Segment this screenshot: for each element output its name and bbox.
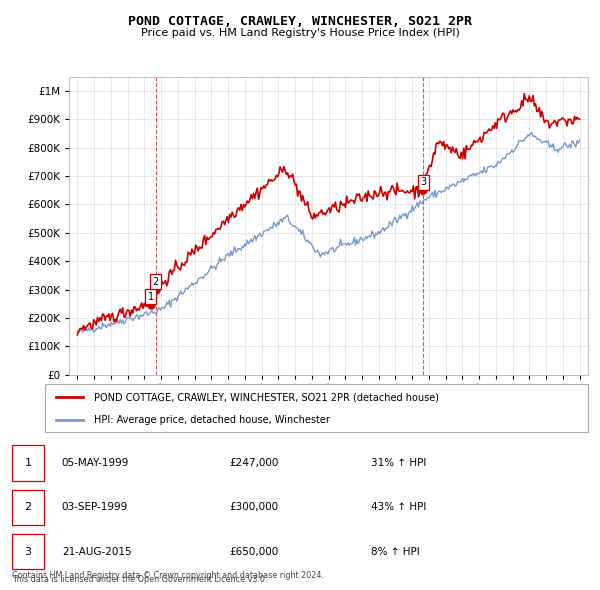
Point [146,300,155,309]
Text: 2: 2 [25,503,32,512]
Text: 8% ↑ HPI: 8% ↑ HPI [371,547,419,556]
Bar [12,490,44,525]
Point [418,185,428,195]
Text: 3: 3 [420,177,426,187]
Text: 05-MAY-1999: 05-MAY-1999 [62,458,129,468]
Text: 43% ↑ HPI: 43% ↑ HPI [371,503,426,512]
Text: 2: 2 [152,277,158,287]
Text: 3: 3 [25,547,32,556]
Text: HPI: Average price, detached house, Winchester: HPI: Average price, detached house, Winc… [94,415,330,425]
Text: 03-SEP-1999: 03-SEP-1999 [62,503,128,512]
Text: £247,000: £247,000 [229,458,279,468]
Point [151,285,160,294]
Bar [12,445,44,481]
Text: £300,000: £300,000 [229,503,278,512]
Text: 1: 1 [148,291,154,301]
Text: POND COTTAGE, CRAWLEY, WINCHESTER, SO21 2PR (detached house): POND COTTAGE, CRAWLEY, WINCHESTER, SO21 … [94,392,439,402]
Bar [12,534,44,569]
Text: 21-AUG-2015: 21-AUG-2015 [62,547,131,556]
Text: Contains HM Land Registry data © Crown copyright and database right 2024.: Contains HM Land Registry data © Crown c… [12,571,324,580]
Text: This data is licensed under the Open Government Licence v3.0.: This data is licensed under the Open Gov… [12,575,267,584]
Text: Price paid vs. HM Land Registry's House Price Index (HPI): Price paid vs. HM Land Registry's House … [140,28,460,38]
Text: POND COTTAGE, CRAWLEY, WINCHESTER, SO21 2PR: POND COTTAGE, CRAWLEY, WINCHESTER, SO21 … [128,15,472,28]
Text: 1: 1 [25,458,32,468]
Text: 31% ↑ HPI: 31% ↑ HPI [371,458,426,468]
Text: £650,000: £650,000 [229,547,278,556]
